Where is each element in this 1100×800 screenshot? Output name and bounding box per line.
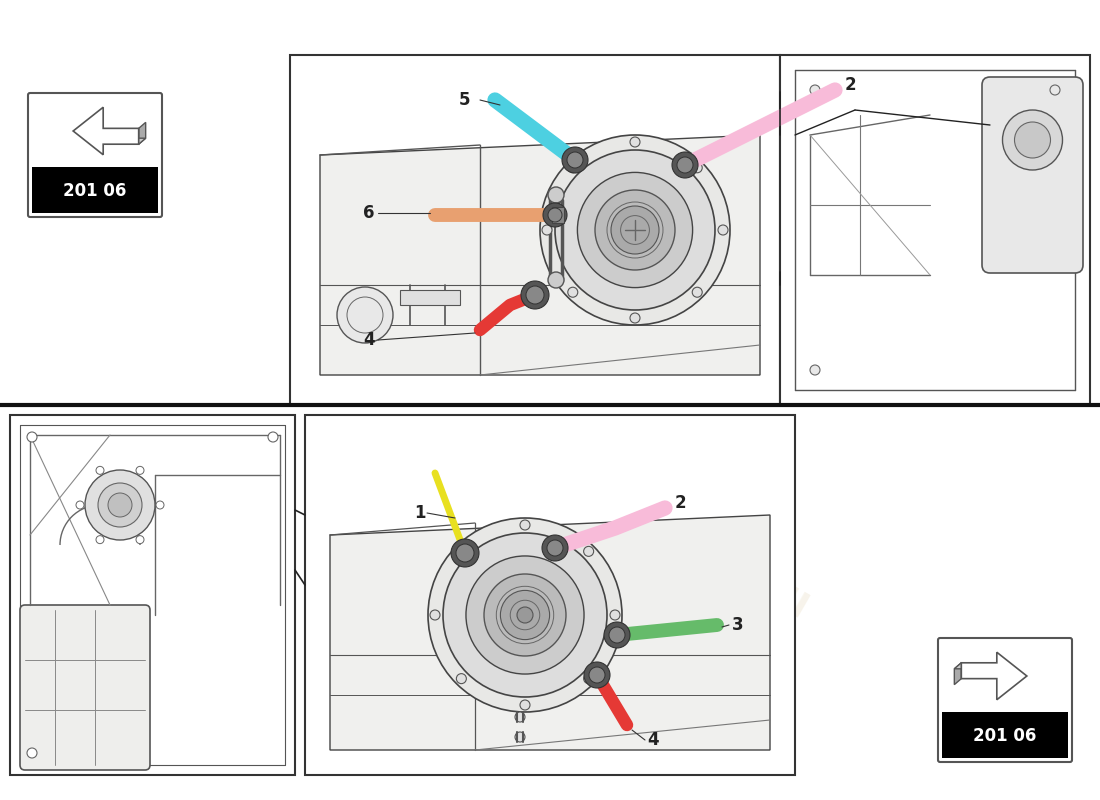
Circle shape xyxy=(584,546,594,556)
Circle shape xyxy=(337,287,393,343)
Circle shape xyxy=(515,712,525,722)
Circle shape xyxy=(428,518,622,712)
Circle shape xyxy=(520,520,530,530)
Polygon shape xyxy=(74,107,139,154)
Circle shape xyxy=(676,157,693,173)
Circle shape xyxy=(630,313,640,323)
Text: 4: 4 xyxy=(363,331,375,349)
Text: a Partsopen parts diagram: a Partsopen parts diagram xyxy=(472,512,689,648)
Polygon shape xyxy=(139,122,145,144)
Circle shape xyxy=(136,466,144,474)
Text: 4: 4 xyxy=(647,731,659,749)
Circle shape xyxy=(76,501,84,509)
Circle shape xyxy=(672,152,698,178)
Circle shape xyxy=(548,187,564,203)
Circle shape xyxy=(456,546,466,556)
Bar xyxy=(305,415,795,775)
Circle shape xyxy=(692,287,702,298)
Circle shape xyxy=(566,152,583,168)
Polygon shape xyxy=(955,662,997,669)
Circle shape xyxy=(108,493,132,517)
Text: LAMBORGHINI: LAMBORGHINI xyxy=(546,453,814,627)
Text: 3: 3 xyxy=(732,616,744,634)
Circle shape xyxy=(542,225,552,235)
Circle shape xyxy=(156,501,164,509)
Circle shape xyxy=(96,536,104,544)
Bar xyxy=(32,167,158,213)
Circle shape xyxy=(604,622,630,648)
Text: 201 06: 201 06 xyxy=(64,182,126,200)
Text: 2: 2 xyxy=(674,494,685,512)
Circle shape xyxy=(443,533,607,697)
Circle shape xyxy=(718,225,728,235)
Circle shape xyxy=(268,432,278,442)
Circle shape xyxy=(584,662,610,688)
Circle shape xyxy=(542,535,568,561)
Circle shape xyxy=(595,190,675,270)
Polygon shape xyxy=(961,652,1026,700)
Bar xyxy=(780,55,1090,405)
Text: 2: 2 xyxy=(844,76,856,94)
Bar xyxy=(10,415,295,775)
Circle shape xyxy=(466,556,584,674)
Circle shape xyxy=(630,137,640,147)
Circle shape xyxy=(610,206,659,254)
FancyBboxPatch shape xyxy=(20,605,150,770)
Text: 6: 6 xyxy=(363,204,375,222)
Circle shape xyxy=(610,610,620,620)
Polygon shape xyxy=(103,138,145,144)
Circle shape xyxy=(543,203,566,227)
Circle shape xyxy=(136,536,144,544)
Circle shape xyxy=(515,732,525,742)
Circle shape xyxy=(451,539,478,567)
Circle shape xyxy=(609,627,625,643)
Circle shape xyxy=(810,365,820,375)
Polygon shape xyxy=(955,662,961,685)
FancyBboxPatch shape xyxy=(982,77,1084,273)
Circle shape xyxy=(540,135,730,325)
Polygon shape xyxy=(320,135,760,375)
Text: 1: 1 xyxy=(415,504,426,522)
Circle shape xyxy=(578,172,693,288)
Circle shape xyxy=(517,607,534,623)
Bar xyxy=(942,712,1068,758)
FancyBboxPatch shape xyxy=(938,638,1072,762)
Circle shape xyxy=(98,483,142,527)
Bar xyxy=(290,55,780,405)
Circle shape xyxy=(430,610,440,620)
Circle shape xyxy=(96,466,104,474)
Circle shape xyxy=(85,470,155,540)
Circle shape xyxy=(548,208,562,222)
FancyBboxPatch shape xyxy=(28,93,162,217)
Circle shape xyxy=(562,147,588,173)
Circle shape xyxy=(556,150,715,310)
Text: 201 06: 201 06 xyxy=(974,727,1036,745)
Circle shape xyxy=(568,287,578,298)
Circle shape xyxy=(692,162,702,173)
Circle shape xyxy=(456,674,466,684)
Text: a Partsopen parts diagram: a Partsopen parts diagram xyxy=(472,152,689,288)
Circle shape xyxy=(547,540,563,556)
Bar xyxy=(400,290,460,305)
Circle shape xyxy=(548,272,564,288)
Circle shape xyxy=(28,748,37,758)
Circle shape xyxy=(521,281,549,309)
Circle shape xyxy=(520,700,530,710)
Polygon shape xyxy=(330,515,770,750)
Circle shape xyxy=(584,674,594,684)
Circle shape xyxy=(810,85,820,95)
Circle shape xyxy=(1014,122,1050,158)
Circle shape xyxy=(484,574,566,656)
Circle shape xyxy=(28,432,37,442)
Circle shape xyxy=(1002,110,1063,170)
Bar xyxy=(552,207,564,223)
Circle shape xyxy=(588,667,605,683)
Circle shape xyxy=(456,544,474,562)
Circle shape xyxy=(526,286,544,304)
Circle shape xyxy=(500,590,550,640)
Circle shape xyxy=(568,162,578,173)
Circle shape xyxy=(1050,85,1060,95)
Text: 5: 5 xyxy=(460,91,471,109)
